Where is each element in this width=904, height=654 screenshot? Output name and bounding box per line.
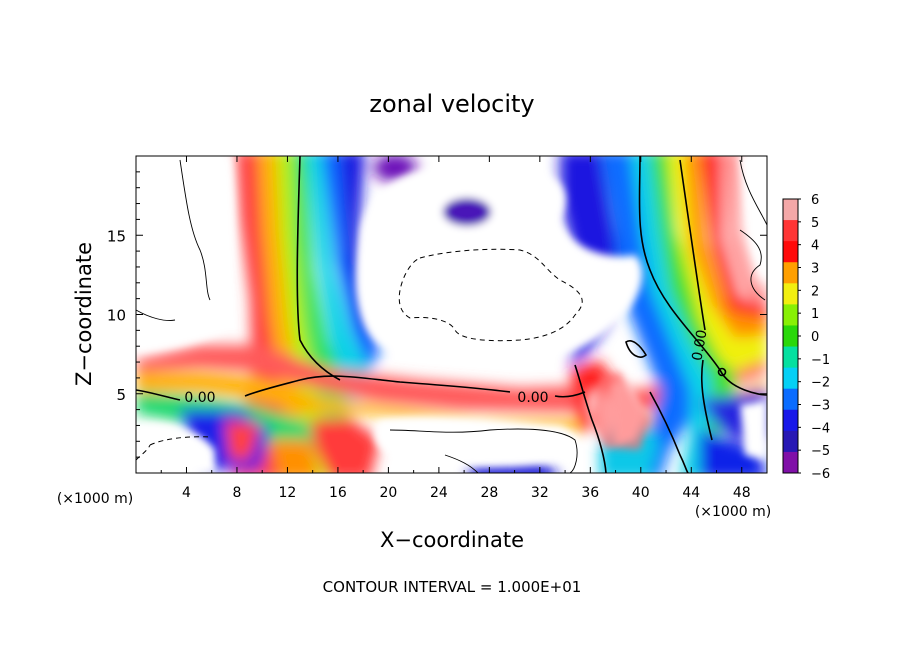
x-tick-label: 16 (329, 485, 347, 501)
heatmap-field (136, 156, 767, 473)
colorbar-swatch (783, 367, 798, 390)
x-axis-label: X−coordinate (380, 528, 524, 552)
x-tick-label: 36 (581, 485, 599, 501)
x-tick-label: 8 (232, 485, 241, 501)
thin-contours (136, 159, 767, 473)
colorbar-swatch (783, 409, 798, 432)
x-tick-label: 32 (531, 485, 549, 501)
x-tick-label: 40 (632, 485, 650, 501)
x-unit-label-left: (×1000 m) (57, 491, 133, 507)
x-tick-label: 44 (682, 485, 700, 501)
y-tick-label: 15 (107, 227, 126, 245)
y-tick-label: 5 (116, 386, 126, 404)
x-tick-label: 48 (733, 485, 751, 501)
colorbar-label: −3 (811, 399, 830, 414)
colorbar-swatch (783, 388, 798, 411)
colorbar-swatch (783, 241, 798, 263)
colorbar-label: 1 (811, 307, 819, 322)
colorbar-swatch (783, 262, 798, 284)
contour-label: 0.00 (517, 390, 548, 406)
x-tick-label: 24 (430, 485, 448, 501)
colorbar-label: 2 (811, 284, 819, 299)
colorbar-swatch (783, 346, 798, 369)
colorbar-label: −4 (811, 421, 830, 436)
contour-label: 0.00 (184, 390, 215, 406)
colorbar-label: −2 (811, 376, 830, 391)
contour-interval-note: CONTOUR INTERVAL = 1.000E+01 (323, 578, 582, 596)
colorbar: 6 5 4 3 2 1 0 −1 −2 −3 −4 −5 −6 (783, 193, 830, 482)
colorbar-label: −5 (811, 444, 830, 459)
colorbar-label: 0 (811, 330, 819, 345)
x-tick-label: 12 (279, 485, 297, 501)
chart-title: zonal velocity (369, 90, 534, 118)
x-tick-label: 20 (379, 485, 397, 501)
colorbar-swatch (783, 283, 798, 305)
x-tick-label: 4 (182, 485, 191, 501)
colorbar-label: −6 (811, 467, 830, 482)
x-axis: 4 8 12 16 20 24 28 32 36 40 44 48 (160, 156, 751, 501)
colorbar-swatch (783, 430, 798, 453)
colorbar-swatch (783, 304, 798, 326)
contour-label: 0.00 (689, 329, 710, 362)
colorbar-label: 6 (811, 193, 819, 208)
colorbar-swatch (783, 220, 798, 242)
dashed-contours (136, 248, 583, 461)
x-unit-label-right: (×1000 m) (695, 504, 771, 520)
x-tick-label: 28 (480, 485, 498, 501)
colorbar-label: 5 (811, 216, 819, 231)
colorbar-swatch (783, 325, 798, 348)
colorbar-frame (782, 198, 799, 474)
y-axis: 5 10 15 (107, 171, 767, 458)
colorbar-swatch (783, 451, 798, 474)
colorbar-label: −1 (811, 353, 830, 368)
y-tick-label: 10 (107, 307, 126, 325)
colorbar-swatch (783, 199, 798, 221)
colorbar-label: 3 (811, 262, 819, 277)
zero-contours (136, 156, 767, 473)
colorbar-label: 4 (811, 239, 819, 254)
y-axis-label: Z−coordinate (72, 242, 96, 386)
